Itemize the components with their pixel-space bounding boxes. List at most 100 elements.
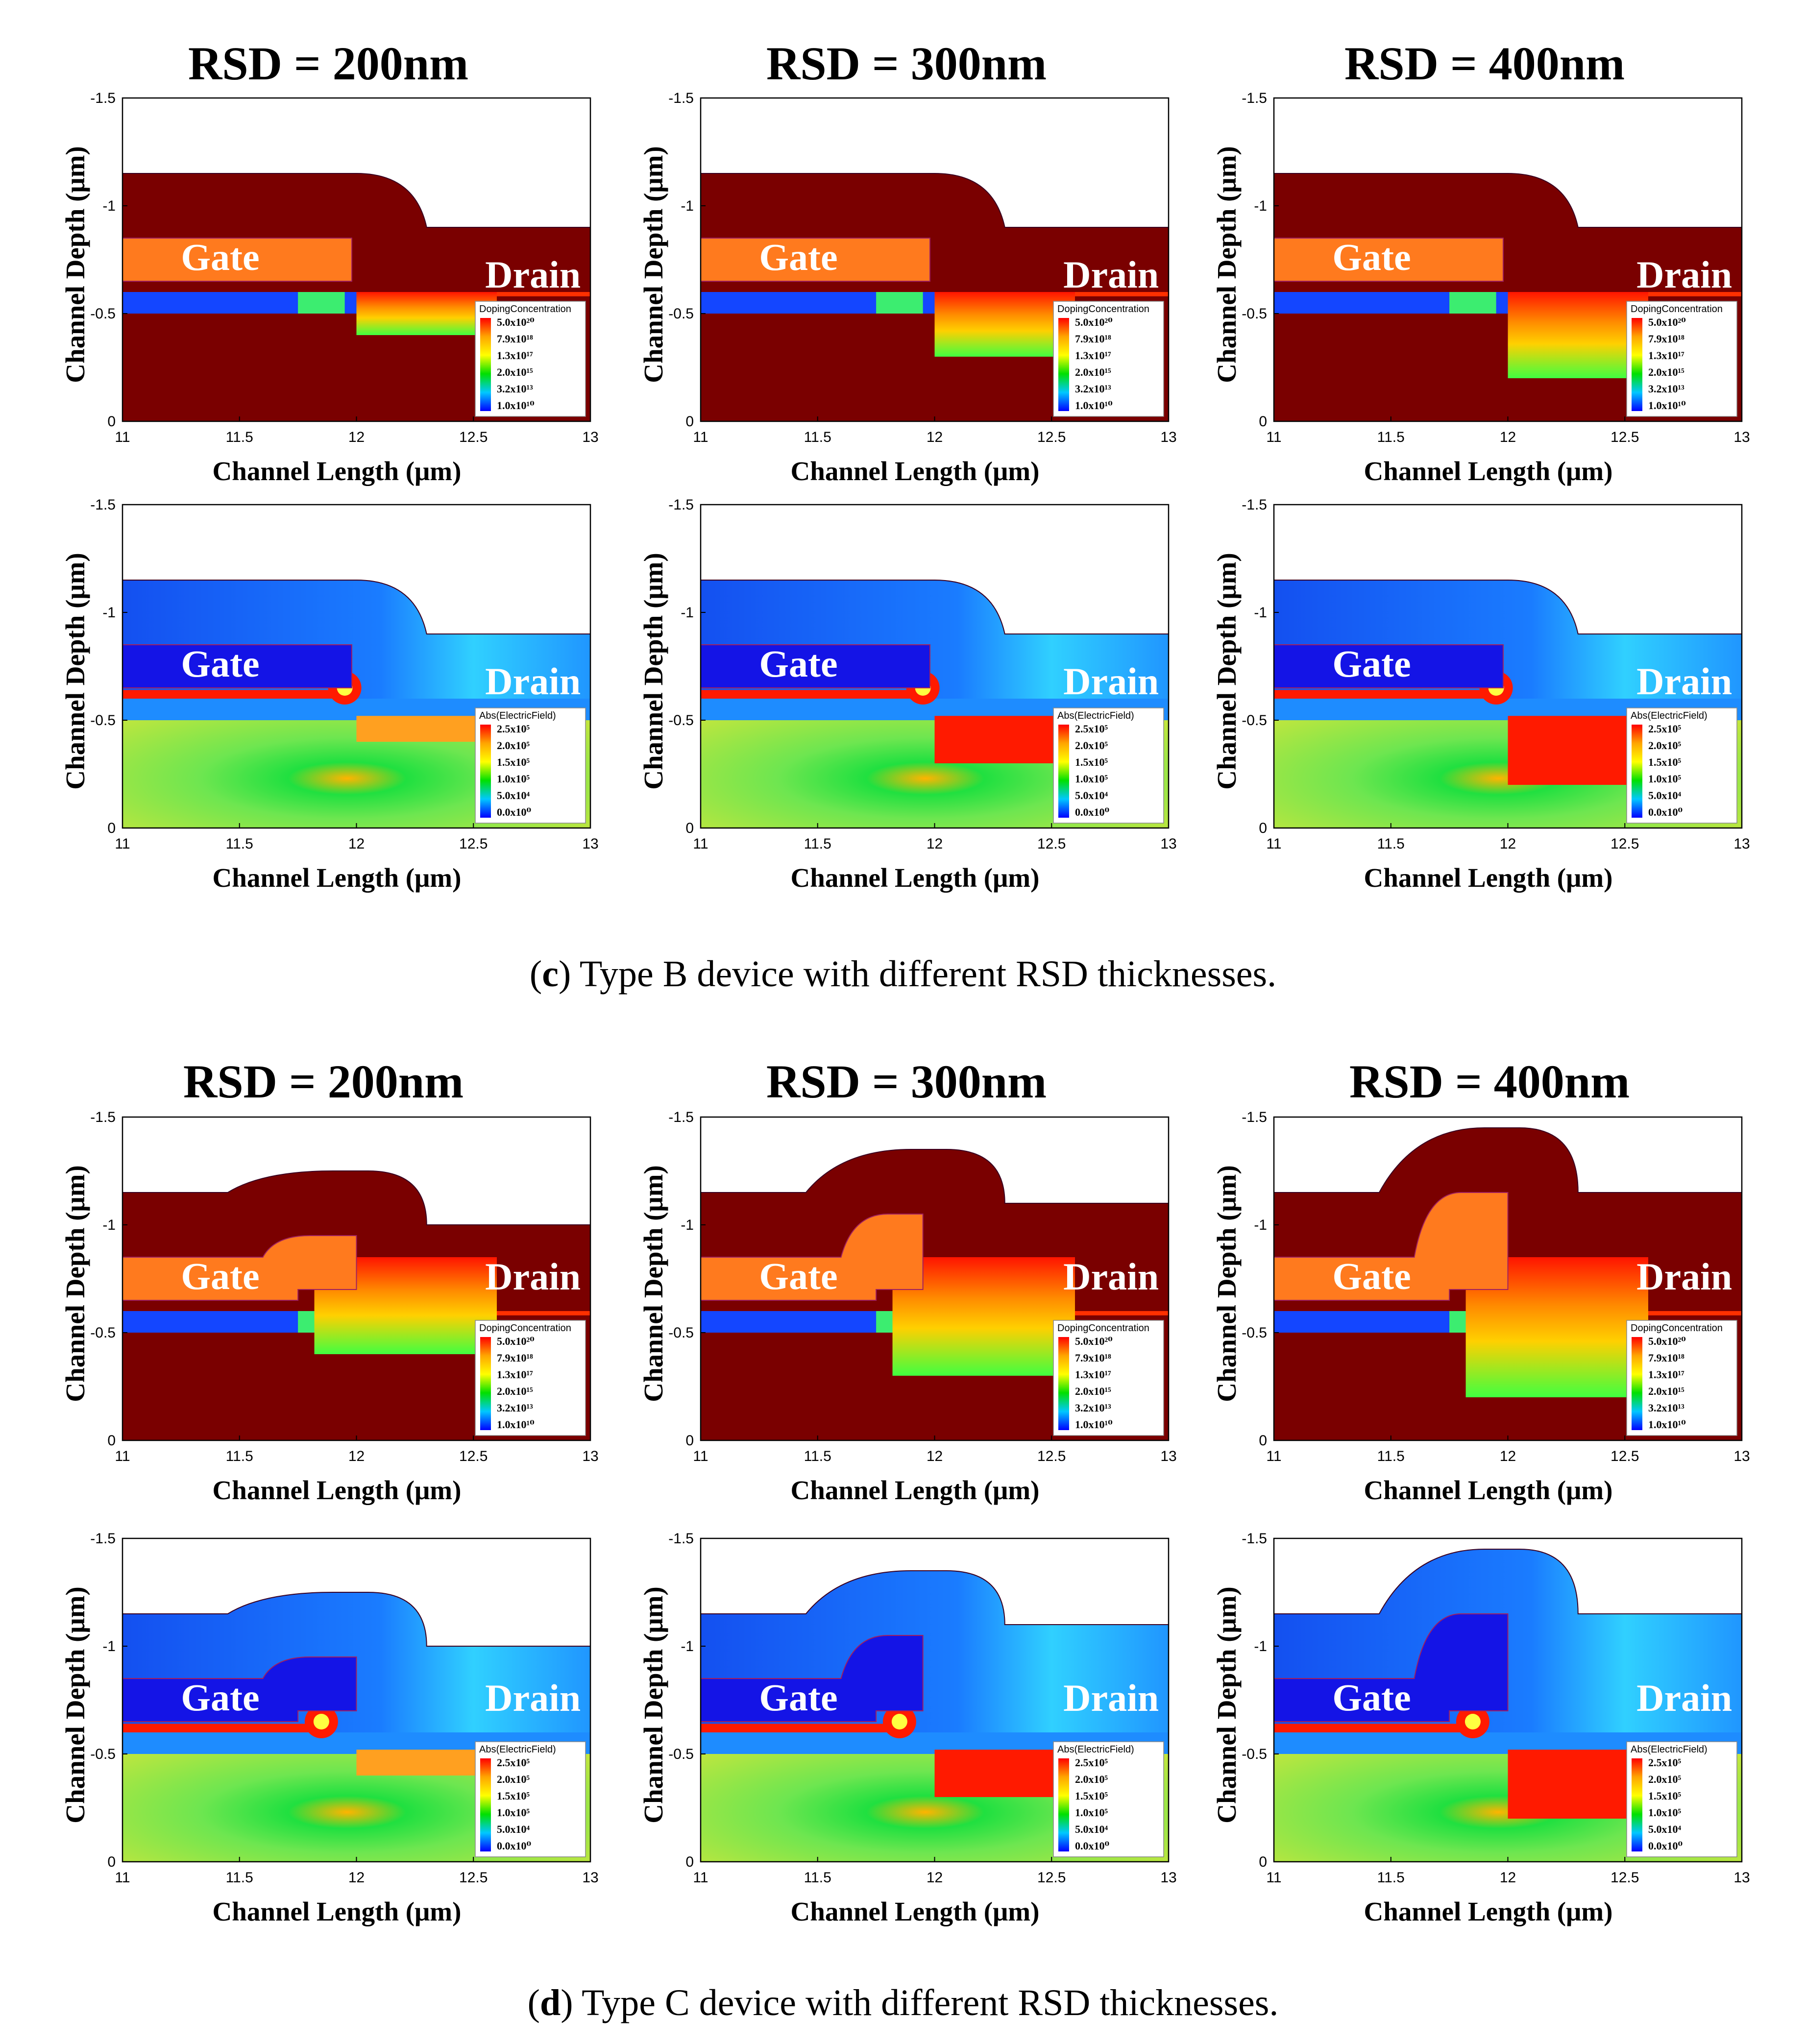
- panel-plot-group: Gate Drain 11 11.5 12 12.5 13 -1.5 -1 -0.5 0 Channe…: [60, 90, 599, 486]
- legend-entry: 7.9x10¹⁸: [1075, 1352, 1111, 1364]
- x-tick-label: 12.5: [1611, 1870, 1639, 1886]
- y-tick-label: -1.5: [90, 1531, 116, 1547]
- junction-region: [876, 292, 923, 314]
- y-tick-label: -1: [102, 1217, 116, 1233]
- x-tick-label: 12.5: [459, 1448, 488, 1464]
- x-axis-label: Channel Length (μm): [213, 1475, 462, 1505]
- legend-entry: 1.0x10⁵: [1648, 1806, 1682, 1819]
- gate-electrode: [700, 1635, 924, 1722]
- gate-label: Gate: [759, 642, 837, 685]
- x-tick-label: 11.5: [804, 836, 831, 852]
- drain-label: Drain: [1063, 1255, 1159, 1298]
- y-axis-label: Channel Depth (μm): [60, 1586, 90, 1823]
- x-tick-label: 12.5: [1611, 429, 1639, 445]
- title-rsd-400-c: RSD = 400nm: [1344, 37, 1625, 90]
- panel-plot-group: Gate Drain 11 11.5 12 12.5 13 -1.5 -1 -0.5 0 Channe…: [638, 497, 1177, 893]
- device-outline: [1273, 580, 1742, 828]
- panel-C-300-ef: Gate Drain 11 11.5 12 12.5 13 -1.5 -1 -0.5 0 Channe…: [638, 1531, 1177, 1926]
- panel-plot-group: Gate Drain 11 11.5 12 12.5 13 -1.5 -1 -0.5 0 Channe…: [60, 1109, 599, 1505]
- legend-color-bar: [480, 318, 491, 411]
- gate-label: Gate: [1332, 642, 1411, 685]
- x-axis-label: Channel Length (μm): [791, 456, 1040, 486]
- y-tick-label: -1: [102, 605, 116, 621]
- x-tick-label: 12: [348, 836, 365, 852]
- legend-entry: 3.2x10¹³: [1648, 383, 1684, 395]
- x-tick-label: 11.5: [226, 1870, 253, 1886]
- y-tick-label: 0: [685, 820, 694, 836]
- x-tick-label: 13: [1733, 1448, 1750, 1464]
- y-tick-label: -0.5: [668, 712, 694, 729]
- y-axis-label: Channel Depth (μm): [1212, 1165, 1242, 1402]
- y-tick-label: 0: [685, 414, 694, 430]
- x-tick-label: 11: [115, 429, 130, 445]
- y-tick-label: 0: [1259, 820, 1267, 836]
- drain-label: Drain: [1636, 1255, 1732, 1298]
- legend-entry: 0.0x10⁰: [1648, 1840, 1683, 1852]
- y-tick-label: 0: [107, 414, 116, 430]
- legend-box: [1053, 1320, 1164, 1436]
- x-axis-label: Channel Length (μm): [1364, 456, 1613, 486]
- channel-hot-strip: [1274, 1724, 1485, 1732]
- x-tick-label: 12: [1500, 836, 1516, 852]
- x-tick-label: 12: [348, 429, 365, 445]
- x-tick-label: 13: [1160, 836, 1176, 852]
- x-tick-label: 13: [582, 1870, 598, 1886]
- legend-entry: 5.0x10⁴: [497, 789, 530, 802]
- legend-title: DopingConcentration: [1057, 1323, 1149, 1334]
- device-body: [122, 580, 590, 828]
- panel-C-200-dop: Gate Drain 11 11.5 12 12.5 13 -1.5 -1 -0.5 0 Channe…: [60, 1109, 599, 1505]
- x-tick-label: 12: [927, 836, 943, 852]
- drain-contact-strip: [497, 1311, 590, 1315]
- legend-entry: 2.0x10⁵: [497, 1773, 530, 1785]
- y-tick-label: 0: [107, 1854, 116, 1870]
- legend-entry: 5.0x10²⁰: [1075, 1335, 1113, 1347]
- gate-electrode: [122, 1235, 357, 1301]
- y-tick-label: -0.5: [1242, 1325, 1267, 1341]
- panel-B-400-ef: Gate Drain 11 11.5 12 12.5 13 -1.5 -1 -0.5 0 Channe…: [1212, 497, 1750, 893]
- x-axis-label: Channel Length (μm): [213, 1897, 462, 1926]
- x-tick-label: 11.5: [804, 1870, 831, 1886]
- device-outline: [122, 173, 591, 422]
- caption-c-letter: c: [542, 953, 559, 995]
- legend-box: [1626, 301, 1737, 417]
- legend-entry: 3.2x10¹³: [1648, 1402, 1684, 1414]
- y-axis-label: Channel Depth (μm): [638, 1165, 668, 1402]
- legend-entry: 1.5x10⁵: [497, 1790, 530, 1802]
- channel-hot-strip: [701, 1724, 911, 1732]
- drain-contact-strip: [1648, 292, 1742, 296]
- y-tick-label: -0.5: [668, 1325, 694, 1341]
- y-tick-label: -1.5: [668, 1109, 694, 1125]
- y-axis-label: Channel Depth (μm): [60, 553, 90, 789]
- legend-entry: 0.0x10⁰: [1075, 1840, 1110, 1852]
- device-outline: [122, 1592, 591, 1862]
- x-tick-label: 12: [1500, 1870, 1516, 1886]
- title-rsd-400-d: RSD = 400nm: [1349, 1055, 1630, 1108]
- drain-label: Drain: [485, 1255, 581, 1298]
- x-tick-label: 13: [582, 429, 598, 445]
- legend-entry: 1.3x10¹⁷: [1075, 349, 1111, 362]
- gate-label: Gate: [759, 236, 837, 278]
- caption-c: (c) Type B device with different RSD thi…: [529, 953, 1277, 995]
- legend-entry: 2.0x10⁵: [1648, 1773, 1682, 1785]
- gate-label: Gate: [181, 236, 259, 278]
- gate-label: Gate: [759, 1255, 837, 1297]
- x-tick-label: 12.5: [459, 1870, 488, 1886]
- legend-entry: 2.0x10⁵: [1648, 739, 1682, 752]
- gate-label: Gate: [181, 642, 259, 685]
- y-tick-label: 0: [685, 1433, 694, 1449]
- x-tick-label: 11.5: [804, 429, 831, 445]
- panel-plot-group: Gate Drain 11 11.5 12 12.5 13 -1.5 -1 -0.5 0 Channe…: [1212, 1531, 1750, 1926]
- panel-B-200-ef: Gate Drain 11 11.5 12 12.5 13 -1.5 -1 -0.5 0 Channe…: [60, 497, 599, 893]
- panel-B-200-dop: Gate Drain 11 11.5 12 12.5 13 -1.5 -1 -0.5 0 Channe…: [60, 90, 599, 486]
- x-tick-label: 13: [1160, 1870, 1176, 1886]
- junction-region: [1449, 292, 1496, 314]
- legend-entry: 1.0x10⁵: [497, 1806, 530, 1819]
- drain-label: Drain: [485, 660, 581, 703]
- legend-entry: 1.0x10⁵: [1075, 1806, 1108, 1819]
- device-outline: [122, 1170, 591, 1441]
- y-axis-label: Channel Depth (μm): [638, 553, 668, 789]
- x-tick-label: 12: [927, 1448, 943, 1464]
- y-tick-label: -0.5: [90, 306, 116, 322]
- legend-entry: 5.0x10²⁰: [1075, 316, 1113, 328]
- drain-doping-region: [1508, 292, 1648, 378]
